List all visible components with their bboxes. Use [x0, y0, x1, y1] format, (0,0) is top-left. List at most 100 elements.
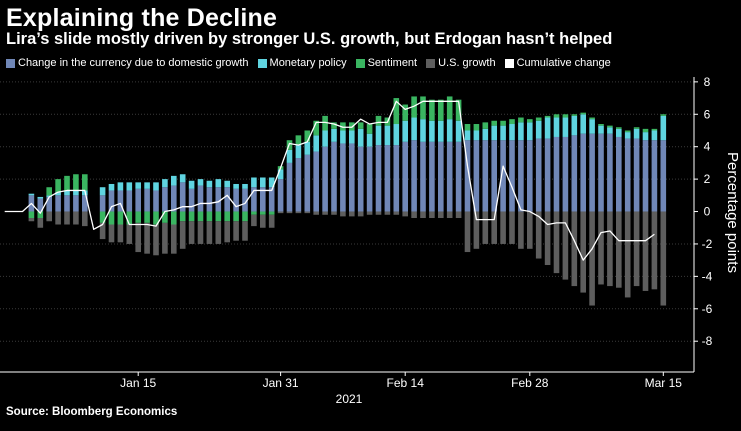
y-tick-label: 8	[704, 75, 711, 89]
bar-monetary-policy	[642, 132, 649, 141]
bar-us-growth	[242, 221, 248, 241]
bar-monetary-policy	[215, 179, 222, 188]
bar-monetary-policy	[660, 115, 667, 141]
legend-swatch-domestic-growth	[6, 58, 15, 68]
bar-domestic-growth	[286, 162, 293, 212]
bar-us-growth	[393, 211, 400, 215]
bar-us-growth	[313, 211, 319, 215]
bar-domestic-growth	[633, 138, 640, 212]
bar-sentiment	[304, 130, 311, 142]
bar-us-growth	[37, 218, 44, 228]
bar-us-growth	[28, 218, 35, 222]
bar-sentiment	[544, 115, 551, 118]
bar-monetary-policy	[411, 117, 417, 141]
bar-us-growth	[438, 211, 444, 219]
bar-sentiment	[509, 119, 515, 124]
bar-monetary-policy	[197, 179, 204, 186]
bar-domestic-growth	[607, 133, 613, 212]
bar-domestic-growth	[295, 158, 302, 212]
bar-monetary-policy	[331, 128, 337, 142]
bar-monetary-policy	[491, 125, 497, 141]
bar-sentiment	[126, 211, 133, 225]
bar-sentiment	[660, 114, 667, 116]
bar-monetary-policy	[624, 132, 631, 139]
bar-domestic-growth	[233, 188, 239, 212]
bar-sentiment	[411, 96, 417, 118]
bar-monetary-policy	[144, 182, 150, 189]
bar-domestic-growth	[304, 154, 311, 212]
bar-domestic-growth	[179, 182, 186, 212]
bar-domestic-growth	[535, 138, 542, 212]
bar-monetary-policy	[651, 130, 658, 141]
bar-domestic-growth	[126, 190, 133, 212]
bar-us-growth	[473, 211, 480, 249]
bar-us-growth	[197, 221, 204, 244]
bar-monetary-policy	[535, 120, 542, 139]
cumulative-change-line	[4, 100, 655, 261]
bar-domestic-growth	[562, 136, 569, 212]
bar-domestic-growth	[215, 187, 222, 212]
bar-us-growth	[384, 211, 391, 215]
bar-sentiment	[313, 120, 319, 136]
bar-domestic-growth	[393, 145, 400, 212]
bar-us-growth	[616, 211, 622, 288]
bar-domestic-growth	[438, 141, 444, 212]
bar-domestic-growth	[206, 187, 213, 212]
legend-item-domestic-growth: Change in the currency due to domestic g…	[6, 57, 249, 69]
y-tick-label: -8	[702, 334, 713, 348]
bar-domestic-growth	[624, 138, 631, 212]
bar-domestic-growth	[482, 140, 489, 212]
bar-monetary-policy	[171, 175, 177, 186]
bar-monetary-policy	[251, 177, 257, 188]
bar-monetary-policy	[55, 192, 61, 196]
bar-us-growth	[357, 211, 364, 217]
bar-monetary-policy	[286, 149, 293, 163]
bar-sentiment	[642, 128, 649, 133]
bar-domestic-growth	[99, 195, 106, 212]
bar-domestic-growth	[455, 141, 462, 212]
bar-monetary-policy	[206, 180, 213, 188]
bar-us-growth	[117, 224, 124, 243]
bar-monetary-policy	[313, 135, 319, 152]
bar-domestic-growth	[224, 187, 230, 212]
bar-us-growth	[429, 211, 435, 219]
source-note: Source: Bloomberg Economics	[6, 406, 178, 418]
bar-sentiment	[455, 99, 462, 121]
bar-sentiment	[268, 211, 275, 215]
bar-us-growth	[535, 211, 542, 259]
bar-us-growth	[509, 211, 515, 244]
bar-us-growth	[651, 211, 658, 290]
bar-sentiment	[473, 124, 480, 131]
bar-monetary-policy	[304, 141, 311, 155]
bar-sentiment	[197, 211, 204, 222]
bar-domestic-growth	[197, 185, 204, 212]
bar-sentiment	[357, 122, 364, 129]
bar-us-growth	[491, 211, 497, 244]
bar-sentiment	[46, 187, 52, 196]
bar-domestic-growth	[420, 141, 426, 212]
bar-domestic-growth	[518, 140, 524, 212]
bar-sentiment	[553, 114, 560, 118]
bar-domestic-growth	[500, 140, 506, 212]
bar-domestic-growth	[340, 143, 346, 212]
bar-sentiment	[429, 99, 435, 121]
bar-us-growth	[482, 211, 489, 244]
bar-monetary-policy	[349, 130, 355, 144]
bar-monetary-policy	[589, 119, 595, 134]
bar-us-growth	[135, 222, 141, 253]
bar-sentiment	[375, 115, 382, 126]
bar-sentiment	[393, 98, 400, 124]
bar-sentiment	[242, 211, 248, 222]
bar-monetary-policy	[429, 120, 435, 142]
bar-domestic-growth	[188, 188, 195, 212]
bar-monetary-policy	[473, 130, 480, 141]
bar-sentiment	[82, 174, 88, 191]
y-axis-label: Percentage points	[724, 152, 741, 273]
bar-domestic-growth	[108, 190, 115, 212]
bar-monetary-policy	[108, 183, 115, 191]
bar-monetary-policy	[126, 182, 133, 191]
y-tick-label: -2	[702, 237, 713, 251]
bar-domestic-growth	[55, 195, 61, 212]
bar-us-growth	[144, 222, 150, 254]
bar-us-growth	[642, 211, 649, 291]
